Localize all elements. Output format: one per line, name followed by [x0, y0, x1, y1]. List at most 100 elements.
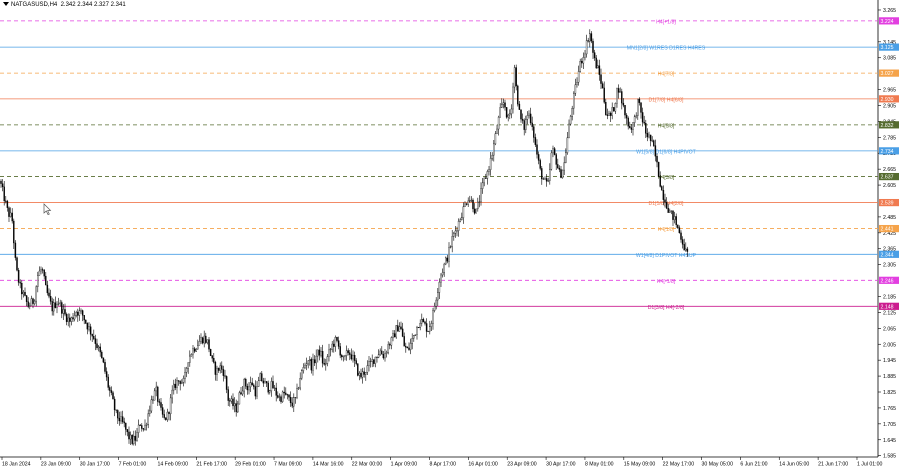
candle-body	[485, 177, 487, 179]
candle-body	[557, 164, 559, 169]
candle-body	[592, 40, 594, 53]
price-badge-label: 3.027	[881, 71, 894, 77]
level-label: H4[3/8]	[658, 175, 675, 181]
candle-body	[141, 425, 143, 429]
candle-body	[568, 123, 570, 138]
candle-body	[571, 108, 573, 117]
candle-body	[497, 116, 500, 130]
candle-body	[424, 321, 426, 324]
candle-body	[481, 182, 484, 189]
candle-body	[376, 356, 378, 358]
candle-body	[510, 108, 513, 115]
price-badge-label: 2.637	[881, 175, 894, 181]
candle-body	[73, 315, 76, 320]
candle-body	[363, 371, 365, 375]
time-tick-label: 15 May 09:00	[624, 462, 656, 468]
candle-body	[129, 434, 132, 440]
candle-body	[456, 230, 458, 232]
candle-body	[35, 286, 37, 302]
candle-body	[411, 338, 413, 344]
candle-body	[462, 206, 465, 218]
candle-body	[558, 167, 561, 170]
candle-body	[113, 398, 116, 411]
candle-body	[408, 347, 410, 350]
candle-body	[633, 116, 636, 123]
candle-body	[414, 334, 417, 336]
candle-body	[206, 339, 209, 343]
candle-body	[189, 355, 191, 363]
candle-body	[616, 88, 618, 104]
candle-body	[384, 353, 386, 359]
candle-body	[29, 305, 31, 307]
candle-body	[318, 349, 321, 356]
time-tick-label: 7 Mar 09:00	[274, 462, 302, 468]
candle-body	[555, 154, 557, 165]
candle-body	[245, 379, 247, 387]
candle-body	[597, 65, 599, 69]
candle-body	[606, 114, 609, 116]
candle-body	[272, 381, 274, 389]
candle-body	[545, 178, 548, 182]
dropdown-triangle-icon[interactable]	[3, 2, 9, 7]
candle-body	[62, 309, 65, 314]
candle-body	[200, 337, 202, 342]
candle-body	[221, 365, 223, 370]
candle-body	[489, 158, 492, 170]
candle-body	[293, 397, 295, 407]
candle-body	[142, 428, 145, 430]
candle-body	[520, 109, 522, 120]
candle-body	[638, 98, 641, 103]
candle-body	[209, 349, 212, 356]
candle-body	[525, 119, 527, 130]
candle-body	[213, 358, 215, 363]
candle-body	[123, 421, 125, 424]
candle-body	[133, 435, 135, 444]
candle-body	[537, 154, 540, 161]
candle-body	[0, 180, 2, 184]
price-tick-label: 1.705	[883, 422, 896, 428]
candle-body	[102, 357, 105, 363]
candle-body	[78, 310, 81, 316]
candle-body	[585, 40, 588, 55]
candle-body	[457, 221, 460, 231]
candle-body	[67, 317, 69, 322]
candle-body	[121, 416, 124, 422]
candle-body	[49, 296, 52, 302]
candle-body	[550, 152, 553, 170]
candle-body	[217, 367, 220, 371]
candle-body	[59, 302, 61, 304]
candle-body	[531, 122, 533, 127]
candle-body	[1, 183, 4, 188]
candle-body	[13, 220, 15, 244]
candle-body	[160, 402, 162, 408]
candle-body	[296, 388, 298, 398]
candle-body	[334, 337, 337, 347]
candle-body	[294, 397, 297, 398]
price-badge-label: 2.344	[881, 252, 894, 258]
candle-body	[560, 169, 562, 178]
candle-body	[333, 343, 335, 347]
candle-body	[326, 356, 329, 364]
candle-body	[176, 380, 178, 388]
candle-body	[254, 386, 257, 397]
candle-body	[237, 403, 239, 413]
candle-body	[259, 373, 261, 381]
candle-body	[488, 169, 490, 172]
candle-body	[128, 431, 130, 440]
candle-body	[355, 360, 357, 364]
candlestick-series	[0, 29, 689, 446]
candle-body	[659, 176, 661, 187]
candle-body	[304, 365, 306, 368]
price-tick-label: 2.425	[883, 231, 896, 237]
symbol-label: NATGASUSD	[11, 2, 48, 8]
candle-body	[265, 381, 268, 384]
candle-body	[230, 398, 233, 402]
candle-body	[328, 349, 330, 357]
candle-body	[163, 414, 165, 418]
candle-body	[517, 85, 519, 105]
candle-body	[486, 171, 489, 179]
candle-body	[405, 345, 407, 348]
candle-body	[126, 429, 129, 433]
